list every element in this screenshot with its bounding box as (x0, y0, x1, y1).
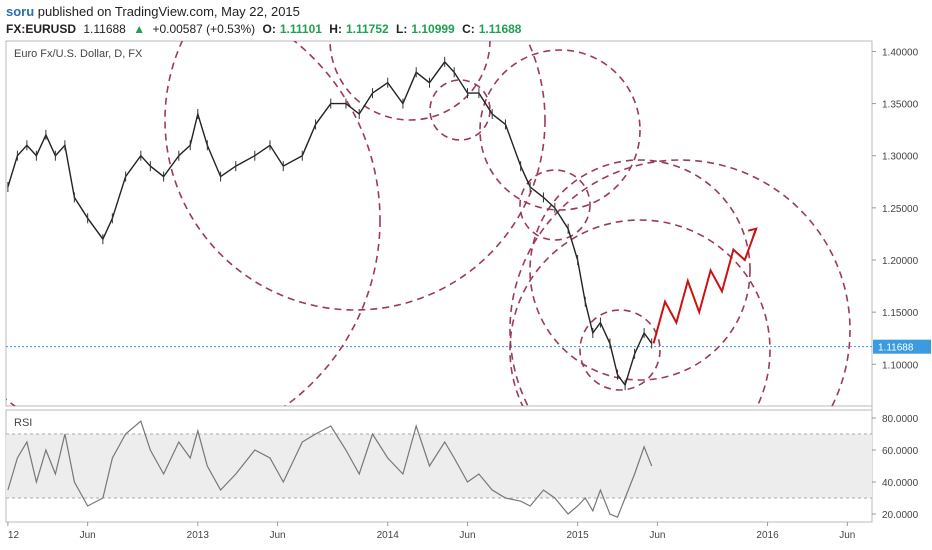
author-name[interactable]: soru (6, 4, 35, 19)
projection-circle (6, 41, 381, 406)
price-tick-label: 1.40000 (882, 47, 919, 58)
time-tick-label: Jun (270, 530, 286, 541)
close-value: 1.11688 (478, 22, 522, 36)
price-tick-label: 1.35000 (882, 100, 919, 111)
symbol-label[interactable]: FX:EURUSD (6, 22, 77, 36)
price-pane-frame (5, 40, 873, 407)
time-tick-label: Jun (649, 530, 665, 541)
projection-circle (509, 159, 851, 406)
publish-header: soru published on TradingView.com, May 2… (6, 4, 300, 19)
price-axis: 1.40000 1.35000 1.30000 1.25000 1.20000 1.150… (872, 47, 931, 371)
projection-circle (164, 41, 546, 311)
time-tick-label: Jun (80, 530, 96, 541)
projection-circle (429, 79, 491, 141)
open-label: O: (262, 22, 276, 36)
price-tick-label: 1.25000 (882, 204, 919, 215)
last-price: 1.11688 (83, 22, 126, 36)
close-label: C: (462, 22, 475, 36)
price-series (7, 56, 653, 391)
up-arrow-icon: ▲ (133, 22, 146, 36)
projection-circle (529, 159, 751, 381)
price-tick-label: 1.30000 (882, 152, 919, 163)
rsi-tick-label: 60.0000 (882, 446, 919, 457)
rsi-tick-label: 20.0000 (882, 510, 919, 521)
projection-circle (519, 169, 591, 241)
time-tick-label: Jun (459, 530, 475, 541)
rsi-axis: 80.0000 60.0000 40.0000 20.0000 (872, 414, 919, 521)
time-tick-label: 2016 (756, 530, 779, 541)
price-tick-label: 1.15000 (882, 308, 919, 319)
last-price-label: 1.11688 (878, 343, 914, 354)
high-label: H: (329, 22, 342, 36)
rsi-band (6, 433, 872, 499)
low-value: 1.10999 (411, 22, 455, 36)
projection-circle (329, 41, 491, 121)
price-pane-title: Euro Fx/U.S. Dollar, D, FX (14, 48, 143, 60)
high-value: 1.11752 (345, 22, 389, 36)
price-line (7, 60, 653, 387)
low-label: L: (396, 22, 408, 36)
rsi-pane-title: RSI (14, 417, 32, 429)
time-tick-label: 2013 (187, 530, 210, 541)
open-value: 1.11101 (279, 22, 322, 36)
price-tick-label: 1.10000 (882, 360, 919, 371)
projection-arrowhead (747, 227, 758, 238)
time-tick-label: 2014 (377, 530, 400, 541)
published-text: published on TradingView.com, May 22, 20… (37, 4, 300, 19)
rsi-series (7, 420, 653, 518)
price-tick-label: 1.20000 (882, 256, 919, 267)
time-axis: 12 Jun 2013 Jun 2014 Jun 2015 Jun 2016 Jun (7, 522, 855, 541)
projection-circle (479, 49, 641, 211)
time-tick-label: Jun (839, 530, 855, 541)
projection-circles (6, 41, 851, 406)
projection-circle (509, 219, 771, 406)
change-value: +0.00587 (+0.53%) (152, 22, 256, 36)
rsi-tick-label: 40.0000 (882, 478, 919, 489)
time-tick-label: 2015 (567, 530, 590, 541)
last-price-badge (873, 339, 931, 354)
quote-bar: FX:EURUSD 1.11688 ▲ +0.00587 (+0.53%) O:… (6, 22, 525, 36)
rsi-tick-label: 80.0000 (882, 414, 919, 425)
rsi-line (7, 420, 653, 518)
projection-path (652, 228, 758, 344)
projection-circle (579, 309, 661, 391)
rsi-shaded-band (6, 434, 872, 498)
projection-arrows (652, 227, 758, 344)
time-tick-label: 12 (8, 530, 20, 541)
